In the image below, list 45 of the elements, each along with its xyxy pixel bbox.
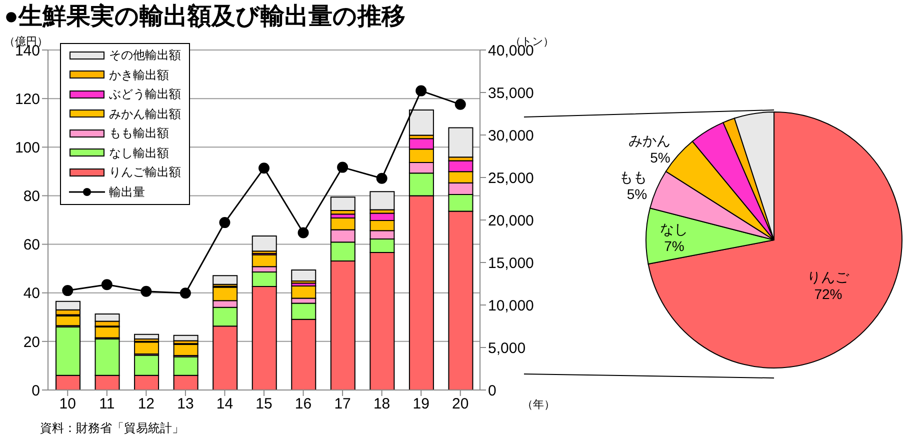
y-tick-label: 20 [23,334,40,351]
x-axis-title: （年） [522,398,555,412]
x-tick-label: 18 [373,396,390,413]
y-tick-label: 100 [14,139,40,156]
y2-tick-label: 5,000 [488,340,526,357]
x-tick-label: 16 [294,396,312,413]
legend-label: りんご輸出額 [109,164,181,182]
data-label: 5% [626,186,648,202]
y2-tick-label: 35,000 [488,84,534,102]
slice-label: りんご [807,268,850,285]
x-tick-label: 14 [216,396,234,413]
y2-tick-label: 30,000 [488,127,534,144]
x-tick-label: 12 [138,396,155,413]
slice-label: もも [619,169,648,186]
legend-label: なし輸出額 [109,144,169,162]
x-tick-label: 10 [59,396,76,413]
y-tick-label: 120 [14,90,40,108]
data-label: 5% [650,150,670,166]
y2-tick-label: 10,000 [488,297,534,314]
data-label: 72% [814,286,842,302]
legend-label: みかん輸出額 [109,106,181,123]
text: 資料：財務省「貿易統計」 [40,420,184,437]
legend-label: 輸出量 [109,184,145,201]
y-tick-label: 40 [23,285,40,302]
slice-label: みかん [628,132,670,149]
x-tick-label: 20 [452,396,469,413]
x-tick-label: 15 [256,396,272,413]
x-tick-label: 17 [334,396,351,413]
y-tick-label: 80 [23,188,40,206]
y-tick-label: 0 [32,382,40,400]
x-tick-label: 13 [177,396,194,413]
y2-tick-label: 0 [488,382,496,400]
y2-tick-label: 25,000 [488,170,534,187]
y-tick-label: 60 [23,236,40,254]
y2-tick-label: 15,000 [488,254,534,272]
chart-title: ●生鮮果実の輸出額及び輸出量の推移 [4,2,406,32]
y2-tick-label: 20,000 [488,212,534,230]
legend-label: もも輸出額 [109,125,169,142]
legend-label: その他輸出額 [109,47,181,64]
data-label: 7% [664,238,684,254]
legend-label: かき輸出額 [109,66,169,84]
slice-label: なし [660,220,688,237]
legend-label: ぶどう輸出額 [109,86,181,104]
x-tick-label: 19 [412,396,430,413]
x-tick-label: 11 [99,396,115,413]
